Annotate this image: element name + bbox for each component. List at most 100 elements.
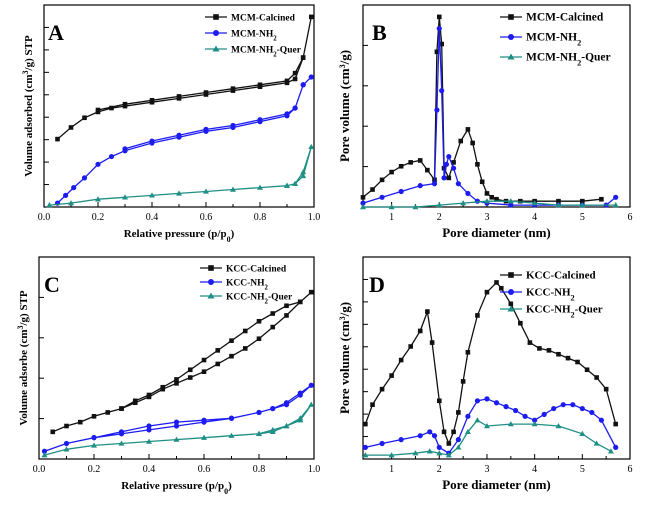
data-point-nh2 (589, 409, 595, 416)
data-point-quer (360, 204, 366, 210)
data-point-quer (507, 198, 514, 204)
data-point-nh2 (613, 444, 619, 450)
x-axis-label-end: ) (231, 228, 235, 240)
data-point-quer (283, 423, 290, 429)
legend-marker-calcined (208, 265, 214, 271)
series-line-calcined (362, 16, 602, 202)
data-point-calcined (580, 198, 585, 204)
x-axis-label: Pore diameter (nm) (442, 477, 551, 492)
data-point-quer (91, 442, 97, 448)
data-point-calcined (456, 410, 461, 415)
x-tick-label: 0.8 (253, 464, 266, 475)
data-point-quer (228, 432, 235, 438)
data-point-quer (146, 438, 152, 444)
data-point-calcined (446, 441, 452, 446)
data-point-calcined (527, 340, 533, 345)
data-point-nh2 (300, 82, 306, 88)
legend-label-text: KCC-Calcined (226, 265, 287, 275)
data-point-calcined (284, 313, 289, 318)
data-point-quer (436, 450, 443, 456)
data-point-nh2 (95, 161, 101, 167)
data-point-calcined (215, 361, 221, 367)
data-point-calcined (160, 384, 166, 390)
series-line-quer (49, 146, 312, 206)
data-point-nh2 (292, 105, 298, 111)
data-point-nh2 (63, 192, 69, 198)
data-point-calcined (451, 429, 456, 435)
data-point-calcined (242, 328, 248, 334)
x-tick-label: 0.6 (198, 464, 211, 475)
legend-label-end: -Quer (277, 46, 302, 56)
legend-label-sub: 2 (265, 284, 269, 291)
legend-label-calcined: KCC-Calcined (526, 270, 596, 282)
data-point-quer (483, 423, 490, 429)
data-point-calcined (201, 357, 207, 363)
data-point-calcined (584, 367, 590, 373)
data-point-calcined (174, 377, 179, 382)
data-point-calcined (465, 127, 471, 132)
data-point-quer (593, 440, 600, 446)
data-point-nh2 (379, 440, 385, 447)
legend-label-calcined: MCM-Calcined (231, 14, 296, 24)
x-axis-label: Pore diameter (nm) (442, 225, 551, 240)
data-point-nh2 (173, 423, 180, 429)
data-point-quer (460, 200, 467, 206)
data-point-quer (41, 452, 48, 458)
data-point-nh2 (579, 405, 585, 412)
data-point-calcined (575, 359, 580, 365)
data-point-quer (474, 417, 481, 423)
data-point-calcined (105, 410, 111, 415)
data-point-calcined (119, 406, 124, 411)
data-point-calcined (494, 280, 499, 285)
legend-label-text: MCM-NH (231, 46, 274, 56)
data-point-nh2 (465, 190, 471, 197)
data-point-calcined (122, 101, 128, 107)
data-point-quer (269, 428, 276, 435)
x-tick-label: 2 (437, 212, 442, 223)
panel-letter: C (44, 272, 60, 297)
legend-label-text: MCM-Calcined (526, 12, 604, 24)
data-point-calcined (379, 177, 385, 183)
data-point-nh2 (146, 423, 152, 429)
x-tick-label: 0.6 (200, 212, 213, 223)
x-tick-label: 3 (484, 464, 489, 475)
data-point-nh2 (308, 74, 314, 80)
y-axis-label-sup: 3 (338, 316, 347, 320)
data-point-quer (118, 440, 125, 446)
data-point-calcined (292, 76, 298, 82)
data-point-nh2 (230, 122, 236, 129)
data-point-quer (68, 200, 74, 206)
data-point-calcined (436, 14, 442, 20)
x-tick-label: 4 (532, 464, 537, 475)
legend-label-sub: 2 (577, 58, 581, 67)
data-point-calcined (201, 369, 207, 374)
legend-label-sub: 2 (265, 298, 269, 305)
data-point-quer (426, 448, 433, 454)
data-point-nh2 (362, 444, 368, 450)
data-point-quer (95, 196, 101, 202)
data-point-calcined (174, 381, 179, 386)
data-point-nh2 (431, 181, 438, 187)
data-point-nh2 (503, 404, 509, 410)
data-point-calcined (565, 355, 571, 361)
data-point-calcined (556, 351, 561, 357)
x-axis-label-end: ) (228, 480, 232, 492)
x-tick-label: 4 (532, 212, 537, 223)
data-point-quer (257, 184, 263, 190)
data-point-quer (300, 169, 307, 175)
data-point-nh2 (297, 392, 303, 398)
data-point-nh2 (308, 382, 314, 388)
data-point-quer (388, 204, 395, 210)
legend-marker-quer (507, 53, 515, 60)
data-point-calcined (398, 357, 404, 363)
data-point-quer (149, 192, 155, 198)
data-point-calcined (518, 198, 523, 204)
data-point-nh2 (508, 202, 514, 208)
x-tick-label: 0.0 (33, 464, 46, 475)
x-tick-label: 0.4 (146, 212, 159, 223)
x-tick-label: 2 (437, 464, 442, 475)
x-tick-label: 0.2 (88, 464, 101, 475)
legend-marker-nh2 (213, 30, 219, 36)
data-point-nh2 (541, 411, 547, 417)
data-point-calcined (50, 429, 56, 435)
